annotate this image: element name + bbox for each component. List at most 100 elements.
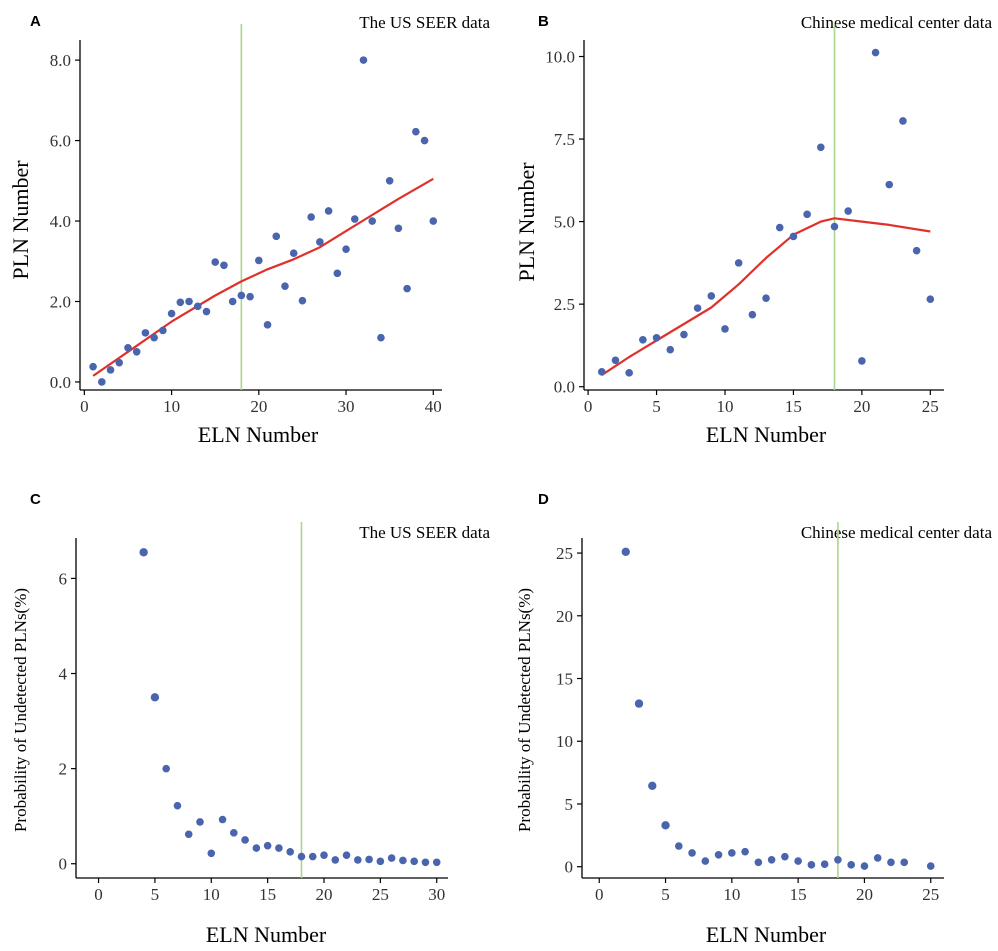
- panel-a-data-point: [202, 307, 211, 316]
- panel-a-data-point: [368, 217, 377, 225]
- panel-a-y-tick-label: 4.0: [50, 212, 71, 231]
- panel-d-x-tick-label: 20: [856, 885, 873, 904]
- panel-c-x-tick-label: 10: [203, 885, 220, 904]
- panel-d-data-point: [847, 861, 855, 869]
- panel-c-data-point: [297, 852, 306, 861]
- panel-a-x-tick-label: 0: [80, 397, 89, 416]
- panel-d-data-point: [820, 860, 829, 868]
- panel-a-data-point: [333, 269, 342, 278]
- panel-a-x-tick-label: 20: [250, 397, 267, 416]
- panel-a-title: The US SEER data: [359, 13, 490, 32]
- panel-a-data-point: [167, 309, 176, 318]
- panel-c-y-tick-label: 6: [59, 569, 68, 588]
- panel-a-data-point: [412, 127, 420, 136]
- panel-a-data-point: [359, 56, 368, 64]
- panel-b-data-point: [803, 210, 811, 219]
- panel-b-x-tick-label: 0: [584, 397, 593, 416]
- panel-a-data-point: [385, 177, 394, 185]
- panel-b-data-point: [748, 310, 757, 319]
- panel-b-y-tick-label: 10.0: [545, 48, 575, 67]
- panel-a-data-point: [185, 297, 193, 306]
- panel-c-x-axis-label: ELN Number: [206, 922, 327, 947]
- panel-c-data-point: [399, 856, 407, 865]
- panel-c-x-tick-label: 0: [94, 885, 103, 904]
- panel-a-data-point: [211, 258, 220, 266]
- panel-b-x-tick-label: 25: [922, 397, 939, 416]
- panel-c-x-tick-label: 20: [316, 885, 333, 904]
- panel-c-y-axis-label: Probability of Undetected PLNs(%): [11, 588, 30, 832]
- panel-d-data-point: [728, 849, 736, 857]
- panel-d-x-tick-label: 5: [661, 885, 670, 904]
- panel-c-data-point: [230, 829, 238, 837]
- panel-a-data-point: [420, 136, 429, 145]
- panel-a-data-point: [237, 291, 246, 300]
- panel-a-data-point: [298, 296, 307, 305]
- panel-a-data-point: [350, 215, 359, 223]
- panel-d-data-point: [900, 858, 909, 867]
- panel-d-data-point: [661, 821, 670, 830]
- panel-c-y-tick-label: 4: [59, 665, 68, 684]
- panel-c-data-point: [184, 830, 193, 839]
- panel-d-data-point: [926, 862, 935, 870]
- panel-c-data-point: [263, 841, 272, 850]
- panel-b-y-tick-label: 5.0: [554, 213, 575, 232]
- panel-a-data-point: [115, 358, 124, 367]
- panel-b-data-point: [693, 304, 702, 312]
- panel-d-data-point: [860, 862, 869, 870]
- panel-d-data-point: [674, 842, 683, 850]
- panel-b-data-point: [721, 325, 729, 333]
- panel-d-data-point: [834, 856, 842, 864]
- panel-a-data-point: [228, 297, 237, 306]
- panel-d-data-point: [741, 847, 749, 856]
- panel-d-x-tick-label: 0: [595, 885, 604, 904]
- panel-a-data-point: [403, 284, 411, 293]
- panel-a-data-point: [272, 232, 281, 241]
- panel-c-data-point: [218, 815, 227, 824]
- panel-b-data-point: [817, 143, 825, 152]
- panel-d-data-point: [807, 861, 816, 869]
- panel-b-data-point: [734, 259, 743, 267]
- panel-a-data-point: [307, 213, 315, 221]
- panel-c-data-point: [207, 849, 216, 858]
- panel-a-fit-line: [92, 177, 434, 377]
- panel-c-x-tick-label: 15: [259, 885, 276, 904]
- panel-d-title: Chinese medical center data: [801, 523, 993, 542]
- panel-a-data-point: [281, 282, 289, 291]
- panel-a-data-point: [394, 224, 403, 233]
- panel-d-y-tick-label: 15: [556, 670, 573, 689]
- panel-b-x-tick-label: 10: [716, 397, 733, 416]
- panel-b-data-point: [871, 48, 880, 57]
- panel-c-data-point: [252, 844, 261, 852]
- panel-c-data-point: [342, 851, 351, 859]
- panel-a-data-point: [89, 362, 97, 371]
- panel-a: A The US SEER data ELN Number PLN Number…: [8, 13, 490, 447]
- panel-b-data-point: [666, 345, 675, 354]
- panel-a-x-tick-label: 40: [425, 397, 442, 416]
- panel-letter-d: D: [538, 491, 549, 508]
- panel-letter-b: B: [538, 13, 549, 30]
- panel-c: C The US SEER data ELN Number Probabilit…: [11, 491, 490, 947]
- panel-d-y-tick-label: 0: [565, 858, 574, 877]
- panel-c-data-point: [410, 857, 418, 866]
- panel-d-data-point: [634, 699, 644, 708]
- panel-d-y-tick-label: 5: [565, 795, 574, 814]
- panel-c-data-point: [331, 856, 340, 864]
- panel-b-y-tick-label: 0.0: [554, 378, 575, 397]
- panel-c-data-point: [387, 854, 396, 862]
- panel-b: B Chinese medical center data ELN Number…: [514, 13, 992, 447]
- panel-d-data-point: [648, 781, 657, 790]
- panel-a-data-point: [150, 333, 158, 342]
- panel-d-data-point: [621, 547, 630, 557]
- panel-b-y-tick-label: 2.5: [554, 295, 575, 314]
- panel-letter-c: C: [30, 491, 41, 508]
- panel-c-data-point: [162, 764, 170, 773]
- panel-c-x-tick-label: 5: [151, 885, 160, 904]
- panel-b-data-point: [885, 180, 894, 189]
- panel-c-data-point: [308, 852, 317, 861]
- panel-d-x-tick-label: 25: [922, 885, 939, 904]
- panel-a-x-tick-label: 30: [338, 397, 355, 416]
- panel-c-data-point: [320, 851, 328, 859]
- panel-b-data-point: [625, 369, 633, 377]
- panel-b-x-axis-label: ELN Number: [706, 422, 827, 447]
